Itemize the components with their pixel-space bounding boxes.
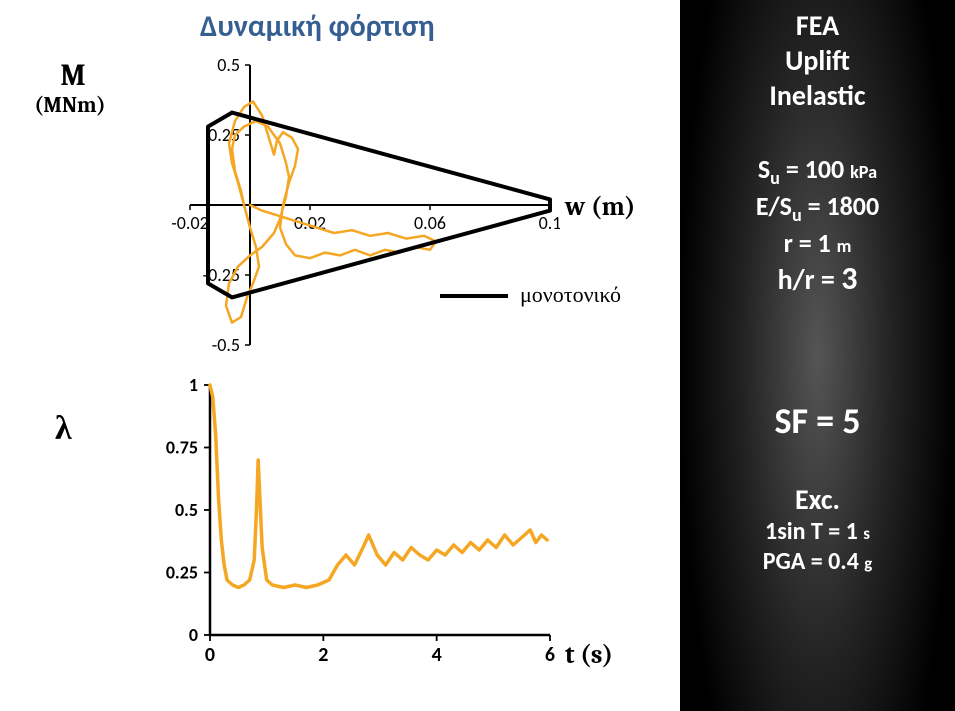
chart2-plot: 0 0.25 0.5 0.75 1 0 2 4 6 bbox=[130, 375, 560, 675]
chart1-y-label: M bbox=[38, 58, 108, 93]
svg-text:0.5: 0.5 bbox=[217, 55, 240, 76]
panel-hr: h/r = 3 bbox=[680, 259, 955, 299]
panel-uplift: Uplift bbox=[680, 43, 955, 78]
svg-text:1: 1 bbox=[189, 375, 198, 396]
chart1-x-label: w (m) bbox=[565, 192, 635, 222]
panel-sin: 1sin T = 1 s bbox=[680, 517, 955, 547]
panel-exc: Exc. bbox=[680, 482, 955, 517]
panel-pga: PGA = 0.4 g bbox=[680, 547, 955, 577]
panel-esu: E/Su = 1800 bbox=[680, 190, 955, 227]
svg-text:2: 2 bbox=[318, 643, 328, 667]
svg-text:0.06: 0.06 bbox=[414, 212, 446, 234]
panel-su: Su = 100 kPa bbox=[680, 153, 955, 190]
chart2-y-label: λ bbox=[55, 408, 72, 448]
chart2-x-label: t (s) bbox=[565, 640, 613, 670]
panel-fea: FEA bbox=[680, 8, 955, 43]
svg-text:0.75: 0.75 bbox=[166, 437, 198, 459]
side-panel: FEA Uplift Inelastic Su = 100 kPa E/Su =… bbox=[680, 0, 955, 711]
panel-inelastic: Inelastic bbox=[680, 78, 955, 113]
chart1-y-label-unit: (MNm) bbox=[20, 92, 120, 118]
charts-area: Δυναμική φόρτιση M (MNm) w (m) μονοτονικ… bbox=[0, 0, 680, 711]
page-title: Δυναμική φόρτιση bbox=[200, 8, 435, 45]
svg-text:-0.5: -0.5 bbox=[212, 334, 240, 355]
panel-r: r = 1 m bbox=[680, 227, 955, 260]
svg-text:4: 4 bbox=[432, 643, 442, 667]
svg-text:-0.02: -0.02 bbox=[171, 212, 208, 234]
svg-text:0: 0 bbox=[189, 624, 198, 646]
svg-text:0.5: 0.5 bbox=[175, 499, 198, 521]
svg-text:0.1: 0.1 bbox=[539, 212, 560, 234]
svg-text:0: 0 bbox=[205, 643, 215, 667]
svg-text:0.25: 0.25 bbox=[166, 562, 198, 584]
panel-sf: SF = 5 bbox=[680, 399, 955, 444]
chart1-plot: -0.5-0.250.250.5-0.020.020.060.1 bbox=[130, 55, 560, 355]
svg-text:6: 6 bbox=[545, 643, 555, 667]
